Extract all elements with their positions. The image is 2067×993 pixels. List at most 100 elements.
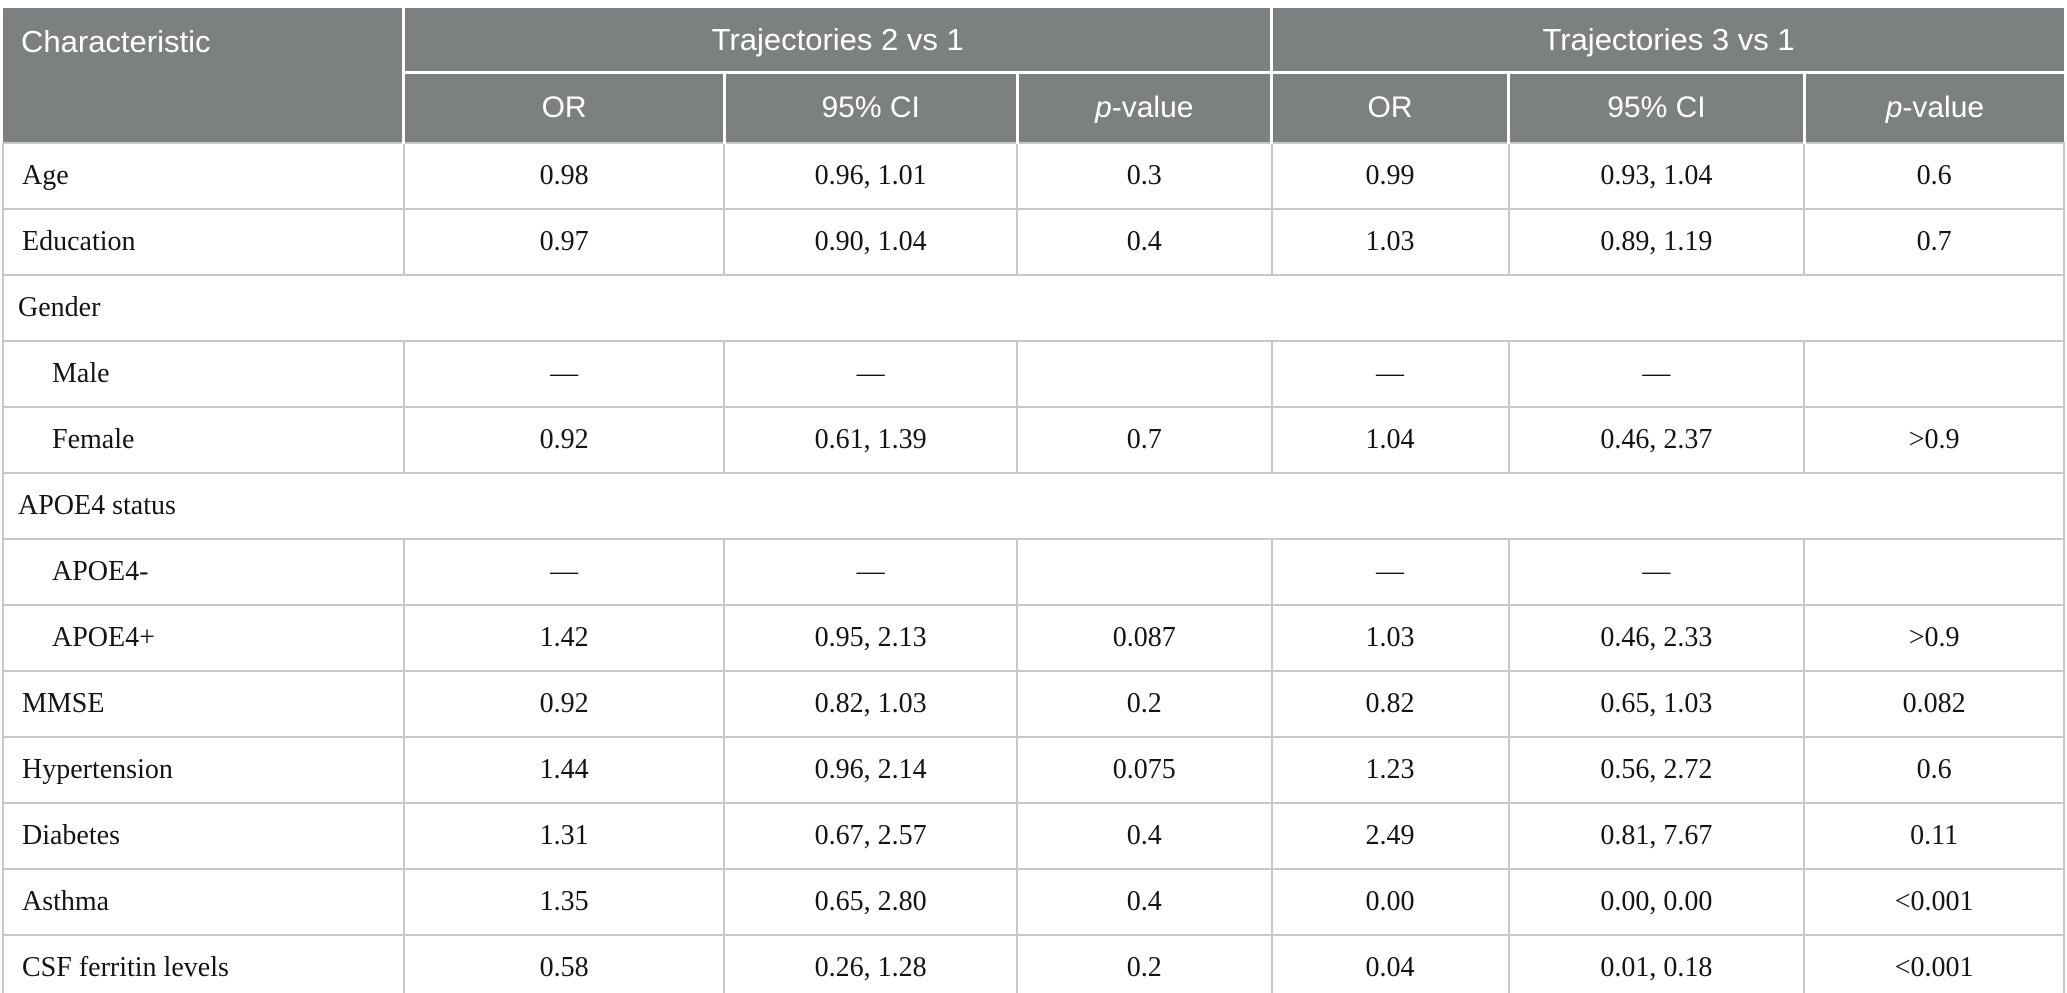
or-cell: 1.04 xyxy=(1270,406,1510,474)
p-value-cell xyxy=(1016,340,1273,408)
ci-cell: 0.93, 1.04 xyxy=(1507,142,1806,210)
table-row-hypertension: Hypertension 1.44 0.96, 2.14 0.075 1.23 … xyxy=(2,736,2065,804)
ci-cell: 0.61, 1.39 xyxy=(723,406,1018,474)
or-cell: 1.23 xyxy=(1270,736,1510,804)
p-value-cell: 0.6 xyxy=(1803,736,2065,804)
p-value-cell: >0.9 xyxy=(1803,604,2065,672)
p-value-cell xyxy=(1803,538,2065,606)
ci-cell: 0.46, 2.37 xyxy=(1507,406,1806,474)
paper-table-page: Characteristic Trajectories 2 vs 1 Traje… xyxy=(0,8,2067,993)
p-value-cell: 0.075 xyxy=(1016,736,1273,804)
or-cell: 1.31 xyxy=(402,802,726,870)
p-value-cell: 0.6 xyxy=(1803,142,2065,210)
or-cell: 0.00 xyxy=(1270,868,1510,936)
p-value-cell: 0.4 xyxy=(1016,208,1273,276)
table-row-asthma: Asthma 1.35 0.65, 2.80 0.4 0.00 0.00, 0.… xyxy=(2,868,2065,936)
p-value-header-2v1: p-value xyxy=(1015,71,1272,143)
ci-cell: 0.96, 2.14 xyxy=(723,736,1018,804)
p-value-suffix: -value xyxy=(1902,91,1985,124)
ci-cell: 0.96, 1.01 xyxy=(723,142,1018,210)
p-value-suffix: -value xyxy=(1111,91,1194,124)
p-value-cell: 0.4 xyxy=(1016,802,1273,870)
or-cell: 0.04 xyxy=(1270,934,1510,993)
or-cell: 1.03 xyxy=(1270,604,1510,672)
table-row-diabetes: Diabetes 1.31 0.67, 2.57 0.4 2.49 0.81, … xyxy=(2,802,2065,870)
or-cell: — xyxy=(402,538,726,606)
table-row-male: Male — — — — xyxy=(2,340,2065,408)
group-header-trajectories-2v1: Trajectories 2 vs 1 xyxy=(402,8,1272,73)
sub-header-row: OR 95% CI p-value OR 95% CI p-value xyxy=(3,71,2064,143)
or-cell: 1.44 xyxy=(402,736,726,804)
or-cell: 0.98 xyxy=(402,142,726,210)
p-value-cell: 0.2 xyxy=(1016,670,1273,738)
or-cell: 1.03 xyxy=(1270,208,1510,276)
or-header-2v1: OR xyxy=(402,71,725,143)
regression-results-table: Characteristic Trajectories 2 vs 1 Traje… xyxy=(2,8,2065,993)
row-label-cell: APOE4+ xyxy=(2,604,405,672)
ci-cell: 0.90, 1.04 xyxy=(723,208,1018,276)
table-body: Age 0.98 0.96, 1.01 0.3 0.99 0.93, 1.04 … xyxy=(2,142,2065,993)
p-value-cell: 0.082 xyxy=(1803,670,2065,738)
p-value-cell: 0.7 xyxy=(1803,208,2065,276)
row-label-cell: CSF ferritin levels xyxy=(2,934,405,993)
p-value-cell: 0.3 xyxy=(1016,142,1273,210)
p-value-cell: 0.087 xyxy=(1016,604,1273,672)
row-label-cell: Asthma xyxy=(2,868,405,936)
p-value-header-3v1: p-value xyxy=(1802,71,2064,143)
ci-header-3v1: 95% CI xyxy=(1507,71,1805,143)
p-value-cell: <0.001 xyxy=(1803,868,2065,936)
ci-cell: 0.95, 2.13 xyxy=(723,604,1018,672)
or-cell: 0.92 xyxy=(402,670,726,738)
p-value-cell: 0.7 xyxy=(1016,406,1273,474)
table-section-row-apoe4-status: APOE4 status xyxy=(2,472,2065,540)
table-row-mmse: MMSE 0.92 0.82, 1.03 0.2 0.82 0.65, 1.03… xyxy=(2,670,2065,738)
ci-cell: 0.26, 1.28 xyxy=(723,934,1018,993)
row-label-cell: Male xyxy=(2,340,405,408)
or-cell: 1.42 xyxy=(402,604,726,672)
or-cell: 0.82 xyxy=(1270,670,1510,738)
group-header-trajectories-3v1: Trajectories 3 vs 1 xyxy=(1270,8,2064,73)
p-value-cell: >0.9 xyxy=(1803,406,2065,474)
or-cell: 1.35 xyxy=(402,868,726,936)
p-value-cell: <0.001 xyxy=(1803,934,2065,993)
ci-header-2v1: 95% CI xyxy=(722,71,1017,143)
or-cell: — xyxy=(402,340,726,408)
table-row-education: Education 0.97 0.90, 1.04 0.4 1.03 0.89,… xyxy=(2,208,2065,276)
row-label-cell: APOE4- xyxy=(2,538,405,606)
ci-cell: 0.00, 0.00 xyxy=(1507,868,1806,936)
p-value-italic-p: p xyxy=(1095,91,1112,124)
section-label-cell: Gender xyxy=(2,274,2065,342)
table-row-apoe4-positive: APOE4+ 1.42 0.95, 2.13 0.087 1.03 0.46, … xyxy=(2,604,2065,672)
table-row-apoe4-negative: APOE4- — — — — xyxy=(2,538,2065,606)
section-label-cell: APOE4 status xyxy=(2,472,2065,540)
row-label-cell: Age xyxy=(2,142,405,210)
ci-cell: 0.67, 2.57 xyxy=(723,802,1018,870)
or-cell: 0.58 xyxy=(402,934,726,993)
ci-cell: 0.82, 1.03 xyxy=(723,670,1018,738)
ci-cell: 0.65, 2.80 xyxy=(723,868,1018,936)
ci-cell: 0.56, 2.72 xyxy=(1507,736,1806,804)
ci-cell: 0.46, 2.33 xyxy=(1507,604,1806,672)
or-cell: 2.49 xyxy=(1270,802,1510,870)
p-value-cell: 0.11 xyxy=(1803,802,2065,870)
or-cell: — xyxy=(1270,538,1510,606)
ci-cell: 0.81, 7.67 xyxy=(1507,802,1806,870)
table-row-female: Female 0.92 0.61, 1.39 0.7 1.04 0.46, 2.… xyxy=(2,406,2065,474)
ci-cell: 0.01, 0.18 xyxy=(1507,934,1806,993)
characteristic-header-cell: Characteristic xyxy=(3,8,404,143)
table-header: Characteristic Trajectories 2 vs 1 Traje… xyxy=(3,8,2064,143)
or-cell: 0.92 xyxy=(402,406,726,474)
ci-cell: — xyxy=(1507,538,1806,606)
or-cell: 0.99 xyxy=(1270,142,1510,210)
ci-cell: — xyxy=(723,538,1018,606)
row-label-cell: Female xyxy=(2,406,405,474)
row-label-cell: Diabetes xyxy=(2,802,405,870)
table-row-age: Age 0.98 0.96, 1.01 0.3 0.99 0.93, 1.04 … xyxy=(2,142,2065,210)
ci-cell: — xyxy=(723,340,1018,408)
p-value-cell: 0.4 xyxy=(1016,868,1273,936)
or-header-3v1: OR xyxy=(1270,71,1509,143)
group-header-row: Characteristic Trajectories 2 vs 1 Traje… xyxy=(3,8,2064,143)
table-row-csf-ferritin: CSF ferritin levels 0.58 0.26, 1.28 0.2 … xyxy=(2,934,2065,993)
table-section-row-gender: Gender xyxy=(2,274,2065,342)
p-value-italic-p: p xyxy=(1885,91,1903,124)
